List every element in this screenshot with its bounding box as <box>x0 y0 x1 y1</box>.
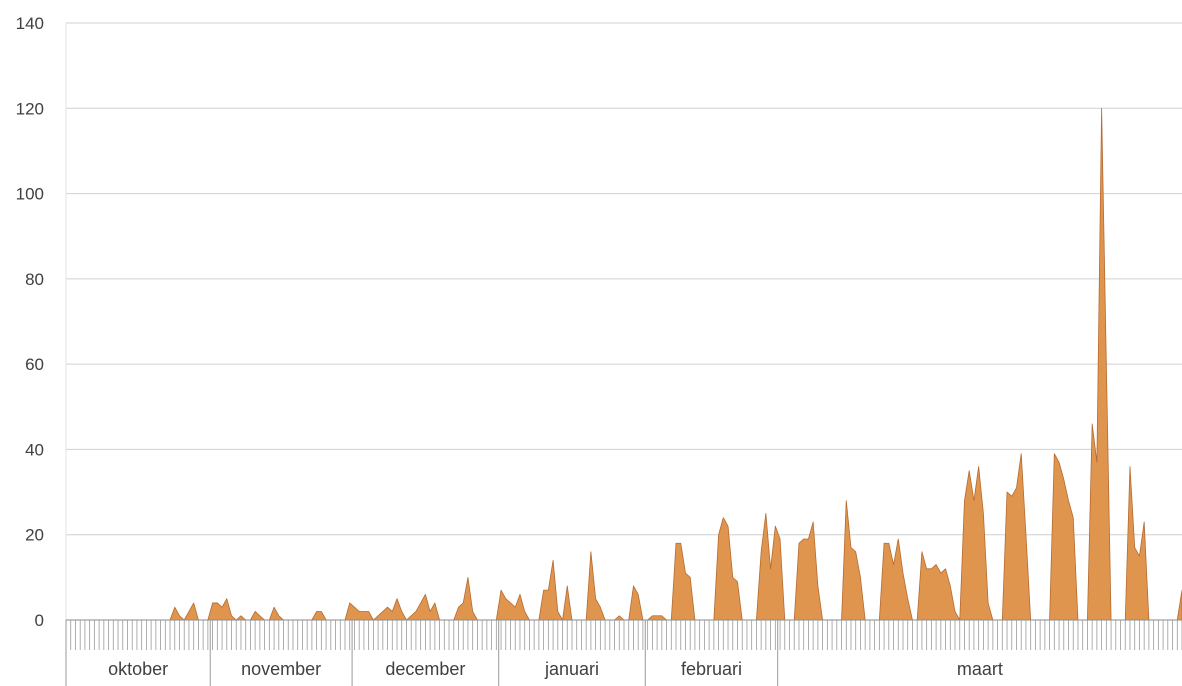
y-tick-label: 0 <box>35 611 44 630</box>
month-label: november <box>241 659 321 679</box>
y-tick-label: 20 <box>25 526 44 545</box>
y-tick-label: 100 <box>16 185 44 204</box>
y-tick-label: 140 <box>16 14 44 33</box>
month-label: oktober <box>108 659 168 679</box>
y-tick-label: 80 <box>25 270 44 289</box>
month-label: januari <box>544 659 599 679</box>
y-tick-label: 60 <box>25 355 44 374</box>
month-label: december <box>385 659 465 679</box>
y-tick-label: 120 <box>16 99 44 118</box>
month-label: februari <box>681 659 742 679</box>
y-tick-label: 40 <box>25 440 44 459</box>
month-label: maart <box>957 659 1003 679</box>
